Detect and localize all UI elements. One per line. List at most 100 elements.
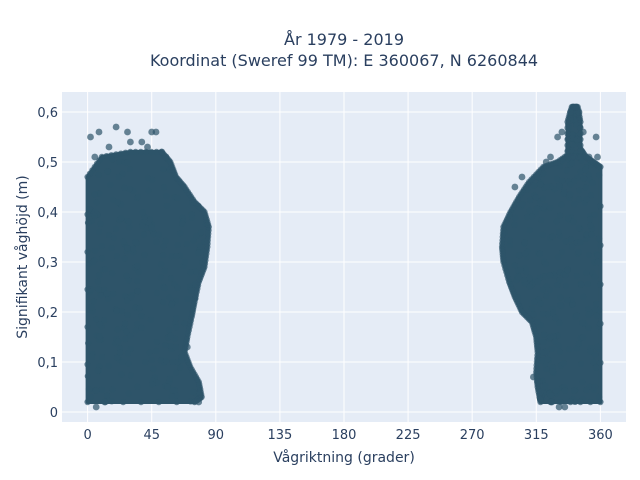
data-point: [92, 387, 100, 394]
data-point: [519, 201, 526, 208]
data-point: [125, 360, 132, 367]
data-point: [177, 364, 184, 371]
data-point: [145, 187, 152, 194]
data-point: [187, 269, 194, 276]
data-point: [120, 238, 127, 245]
data-point: [588, 231, 595, 238]
data-point: [84, 323, 91, 331]
data-point: [173, 324, 180, 331]
data-point: [575, 248, 582, 256]
data-point: [84, 398, 91, 406]
data-point: [167, 332, 174, 340]
data-point: [147, 316, 155, 323]
data-point: [97, 292, 104, 299]
data-point: [109, 196, 117, 204]
data-point: [108, 152, 115, 159]
data-point: [179, 220, 186, 227]
data-point: [188, 287, 195, 294]
data-point: [135, 268, 142, 276]
data-point: [567, 398, 574, 406]
data-point: [92, 403, 100, 411]
data-point: [101, 398, 109, 406]
data-point: [577, 398, 584, 406]
data-point: [536, 250, 544, 258]
data-point: [95, 228, 103, 236]
data-point: [162, 342, 169, 349]
data-point: [547, 153, 554, 161]
data-point: [91, 247, 99, 254]
data-point: [564, 142, 571, 149]
data-point: [89, 258, 97, 266]
data-point: [585, 153, 593, 161]
data-point: [126, 186, 133, 193]
data-point: [587, 348, 594, 355]
data-point: [515, 273, 523, 281]
data-point: [595, 235, 603, 242]
data-point: [102, 266, 109, 273]
data-point: [98, 386, 106, 393]
data-point: [506, 242, 514, 249]
data-point: [548, 398, 556, 406]
data-point: [584, 305, 592, 313]
data-point: [195, 249, 202, 257]
data-point: [587, 222, 594, 229]
data-point: [153, 347, 160, 355]
data-point: [567, 236, 575, 243]
x-tick-label: 270: [460, 428, 485, 443]
data-point: [582, 166, 589, 174]
data-point: [114, 326, 121, 333]
data-point: [127, 332, 134, 340]
data-point: [593, 300, 600, 308]
data-point: [531, 182, 538, 189]
data-point: [597, 203, 604, 210]
data-point: [108, 398, 115, 405]
data-point: [160, 184, 168, 191]
data-point: [577, 168, 584, 175]
data-point: [198, 229, 205, 236]
data-point: [564, 266, 571, 274]
data-point: [577, 239, 584, 246]
data-point: [582, 269, 590, 276]
data-point: [594, 252, 601, 259]
data-point: [193, 232, 200, 240]
data-point: [536, 396, 544, 403]
data-point: [166, 375, 174, 382]
data-point: [549, 368, 556, 375]
data-point: [518, 173, 526, 181]
y-axis-title: Signifikant våghöjd (m): [14, 175, 31, 338]
y-axis-ticks: 0 0,1 0,2 0,3 0,4 0,5 0,6: [37, 106, 58, 421]
data-point: [184, 295, 191, 303]
data-point: [103, 392, 111, 399]
data-point: [93, 316, 100, 323]
data-point: [98, 243, 105, 250]
chart-title-line1: År 1979 - 2019: [284, 30, 404, 49]
data-point: [114, 338, 122, 345]
data-point: [172, 343, 180, 351]
data-point: [103, 290, 111, 297]
data-point: [90, 298, 97, 305]
x-tick-label: 360: [588, 428, 613, 443]
data-point: [544, 355, 551, 363]
data-point: [87, 133, 94, 141]
data-point: [582, 184, 589, 191]
data-point: [84, 219, 92, 226]
x-tick-label: 225: [396, 428, 421, 443]
data-point: [585, 311, 592, 319]
chart-title-line2: Koordinat (Sweref 99 TM): E 360067, N 62…: [150, 51, 538, 70]
data-point: [547, 333, 554, 341]
data-point: [556, 348, 564, 356]
data-point: [160, 252, 167, 259]
data-point: [520, 276, 528, 283]
data-point: [116, 349, 124, 356]
data-point: [109, 290, 117, 297]
data-point: [555, 182, 563, 189]
data-point: [553, 218, 560, 225]
data-point: [551, 338, 559, 345]
y-tick-label: 0,3: [37, 256, 58, 271]
data-point: [579, 334, 587, 341]
data-point: [543, 183, 551, 190]
data-point: [138, 222, 146, 230]
data-point: [91, 191, 98, 198]
data-point: [564, 148, 571, 155]
